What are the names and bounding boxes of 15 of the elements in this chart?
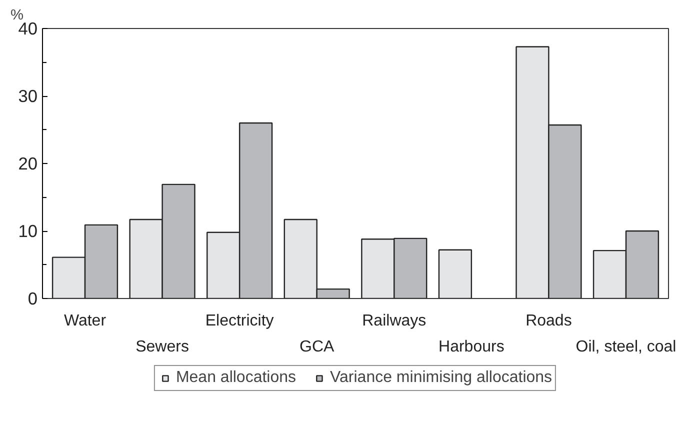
y-tick-label: 30 — [18, 86, 38, 106]
x-tick-label: Oil, steel, coal — [576, 338, 676, 356]
legend-label: Mean allocations — [176, 369, 296, 387]
x-tick-label: Roads — [526, 312, 572, 330]
x-tick-label: Electricity — [205, 312, 274, 330]
x-tick-label: Harbours — [438, 338, 504, 356]
legend-label: Variance minimising allocations — [330, 369, 552, 387]
x-tick-label: Sewers — [136, 338, 189, 356]
bar — [438, 249, 472, 298]
y-tick-label: 10 — [18, 221, 38, 241]
x-tick-label: Water — [64, 312, 107, 330]
x-tick-label: Railways — [362, 312, 426, 330]
y-tick-label: 0 — [28, 288, 38, 308]
y-tick-label: 20 — [18, 154, 38, 174]
x-tick-label: GCA — [300, 338, 335, 356]
